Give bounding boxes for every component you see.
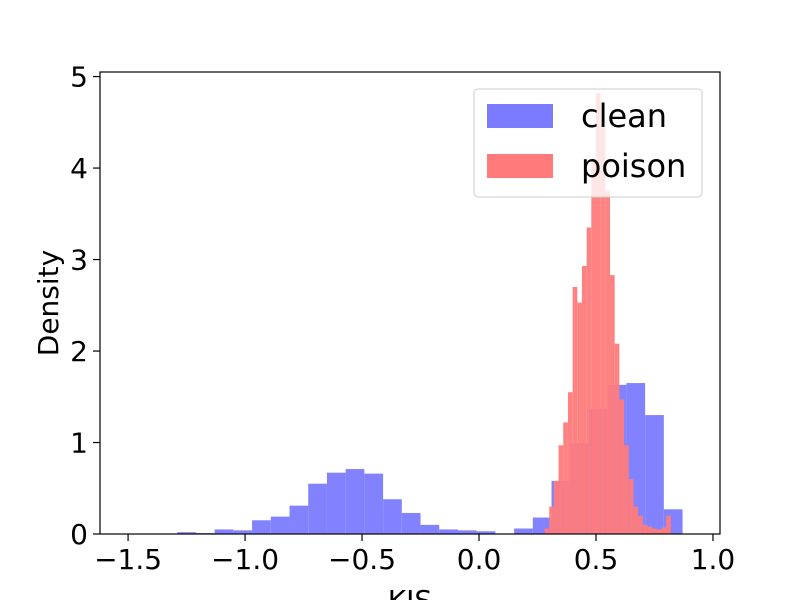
clean-bar: [326, 472, 346, 534]
poison-bar: [549, 506, 554, 534]
clean-bar: [308, 483, 327, 534]
legend-swatch-poison: [487, 154, 553, 178]
poison-bar: [638, 515, 643, 534]
poison-bar: [652, 528, 657, 534]
poison-bar: [619, 399, 625, 534]
poison-bar: [656, 529, 662, 534]
clean-bar: [457, 530, 477, 534]
poison-bar: [647, 526, 653, 534]
poison-bar: [614, 343, 620, 534]
y-tick-label: 0: [70, 518, 88, 551]
y-tick-label: 5: [70, 61, 88, 94]
clean-bar: [289, 505, 309, 534]
x-tick-label: 0.5: [574, 543, 619, 576]
y-axis-ticks: 0 1 2 3 4 5: [70, 61, 100, 551]
x-axis-ticks: −1.5 −1.0 −0.5 0.0 0.5 1.0: [94, 534, 735, 576]
legend-swatch-clean: [487, 104, 553, 128]
y-tick-label: 1: [70, 427, 88, 460]
poison-bar: [581, 265, 587, 534]
poison-bar: [666, 515, 671, 534]
clean-bar: [214, 529, 234, 534]
clean-bar: [233, 530, 253, 534]
clean-bar: [364, 473, 384, 534]
poison-bar: [567, 392, 573, 534]
clean-bar: [439, 529, 458, 534]
poison-bar: [563, 422, 568, 534]
x-tick-label: −0.5: [328, 543, 396, 576]
poison-bar: [624, 445, 629, 534]
y-tick-label: 2: [70, 335, 88, 368]
poison-bar: [661, 527, 667, 534]
y-tick-label: 4: [70, 152, 88, 185]
clean-bar: [383, 499, 402, 534]
poison-bar: [591, 160, 596, 534]
clean-bar: [252, 520, 271, 534]
poison-bar: [596, 93, 601, 534]
plot-frame: [99, 71, 721, 535]
poison-bar: [610, 275, 615, 534]
poison-bar: [558, 445, 564, 534]
poison-bar: [586, 227, 592, 534]
clean-bar: [476, 531, 496, 534]
y-tick-label: 3: [70, 244, 88, 277]
x-tick-label: −1.5: [94, 543, 162, 576]
legend-label-poison: poison: [581, 147, 686, 185]
clean-bar: [401, 512, 421, 534]
legend-label-clean: clean: [581, 97, 667, 135]
poison-bar: [605, 190, 611, 534]
poison-bar: [553, 480, 559, 534]
poison-bar: [572, 286, 578, 534]
poison-bar: [628, 479, 634, 534]
x-tick-label: 0.0: [457, 543, 502, 576]
clean-bar: [270, 516, 290, 534]
clean-bar: [177, 532, 196, 534]
clean-bar: [645, 415, 664, 534]
poison-bar: [544, 528, 550, 534]
x-tick-label: −1.0: [211, 543, 279, 576]
legend: clean poison: [473, 88, 703, 198]
x-tick-label: 1.0: [691, 543, 736, 576]
clean-bar: [514, 528, 533, 534]
x-axis-label: KIS: [388, 584, 432, 600]
poison-series-bars: [544, 93, 671, 534]
clean-bar: [345, 469, 365, 534]
clean-bar: [420, 524, 440, 534]
poison-bar: [633, 506, 639, 534]
poison-bar: [600, 125, 606, 534]
y-axis-label: Density: [32, 250, 65, 356]
poison-bar: [642, 524, 648, 534]
poison-bar: [577, 302, 582, 534]
